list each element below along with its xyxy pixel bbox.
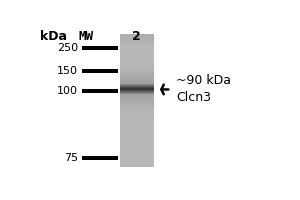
Text: 100: 100: [57, 86, 78, 96]
Text: 2: 2: [132, 30, 141, 43]
Text: kDa: kDa: [40, 30, 67, 43]
Bar: [82, 69, 118, 73]
Bar: [82, 156, 118, 160]
Bar: [82, 89, 118, 93]
Bar: [82, 46, 118, 50]
Text: 75: 75: [64, 153, 78, 163]
Text: MW: MW: [78, 30, 93, 43]
Text: ~90 kDa: ~90 kDa: [176, 74, 231, 87]
Text: Clcn3: Clcn3: [176, 91, 211, 104]
Text: 250: 250: [57, 43, 78, 53]
Text: 150: 150: [57, 66, 78, 76]
